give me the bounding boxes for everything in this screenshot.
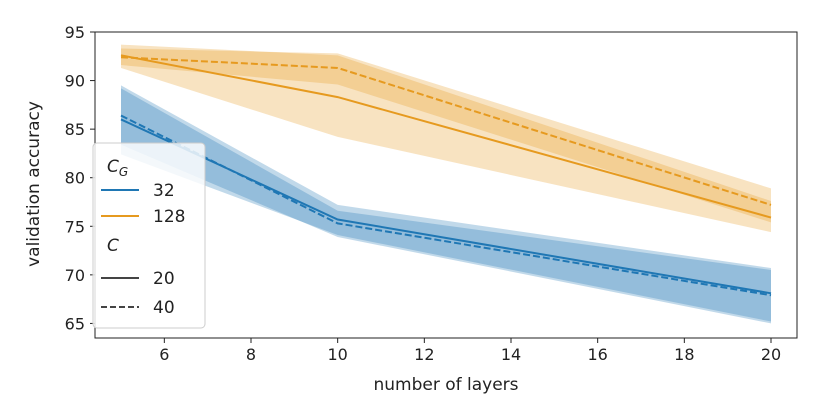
legend-label-c-20: 20: [153, 269, 175, 289]
x-tick-label: 18: [674, 345, 694, 364]
x-tick-label: 10: [327, 345, 347, 364]
x-tick-label: 12: [414, 345, 434, 364]
x-tick-label: 16: [587, 345, 607, 364]
y-tick-label: 90: [65, 72, 85, 91]
x-tick-label: 6: [159, 345, 169, 364]
y-tick-label: 85: [65, 120, 85, 139]
y-tick-label: 75: [65, 217, 85, 236]
line-cg128-c40: [120, 56, 772, 206]
y-tick-label: 70: [65, 266, 85, 285]
x-tick-label: 20: [761, 345, 781, 364]
x-axis-label: number of layers: [373, 375, 518, 395]
y-axis-label: validation accuracy: [24, 101, 44, 267]
x-tick-label: 14: [501, 345, 521, 364]
line-cg128-c20: [120, 54, 772, 219]
legend-label-c-40: 40: [153, 298, 175, 318]
band-cg128-c40: [121, 48, 771, 223]
legend-title-cg: CG: [107, 157, 128, 179]
legend-title-c: C: [107, 236, 119, 256]
x-axis-ticks: 6 8 10 12 14 16 18 20: [159, 338, 781, 364]
y-axis-ticks: 65 70 75 80 85 90 95: [65, 23, 95, 333]
legend: CG 32 128 C 20 40: [92, 142, 206, 329]
band-cg32-c20: [121, 85, 771, 322]
band-cg128-c20: [121, 44, 771, 233]
y-tick-label: 95: [65, 23, 85, 42]
x-tick-label: 8: [246, 345, 256, 364]
legend-label-cg-128: 128: [153, 207, 185, 227]
legend-label-cg-32: 32: [153, 181, 175, 201]
y-tick-label: 65: [65, 314, 85, 333]
confidence-bands: [121, 44, 771, 324]
y-tick-label: 80: [65, 169, 85, 188]
